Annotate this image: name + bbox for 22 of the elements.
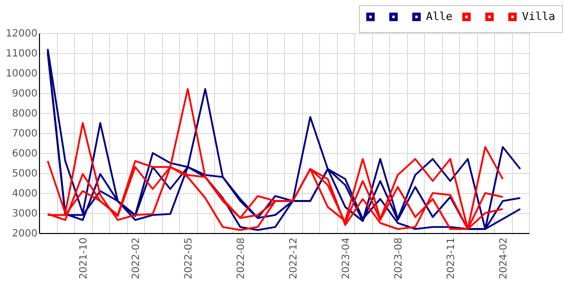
- x-tick-label: 2023-04: [340, 238, 352, 280]
- y-tick-label: 4000: [12, 188, 38, 200]
- legend-label: Villa: [522, 10, 556, 23]
- y-tick-label: 5000: [12, 168, 38, 180]
- y-tick-label: 11000: [6, 48, 38, 60]
- x-tick-label: 2022-12: [288, 238, 300, 280]
- y-tick-label: 12000: [6, 28, 38, 40]
- y-tick-label: 7000: [12, 128, 38, 140]
- y-tick-label: 6000: [12, 148, 38, 160]
- y-tick-label: 3000: [12, 208, 38, 220]
- x-tick-label: 2021-10: [78, 238, 90, 280]
- x-tick-label: 2024-02: [498, 238, 510, 280]
- x-tick-label: 2023-11: [446, 238, 457, 280]
- x-tick-label: 2023-08: [393, 238, 404, 280]
- x-tick-label: 2022-02: [130, 238, 142, 280]
- y-tick-label: 2000: [12, 228, 38, 240]
- legend-label: Alle: [426, 10, 452, 23]
- x-tick-label: 2022-05: [183, 238, 194, 280]
- y-tick-label: 10000: [6, 68, 38, 80]
- y-tick-label: 8000: [12, 108, 38, 120]
- y-tick-label: 9000: [12, 88, 38, 100]
- x-tick-label: 2022-08: [236, 238, 247, 280]
